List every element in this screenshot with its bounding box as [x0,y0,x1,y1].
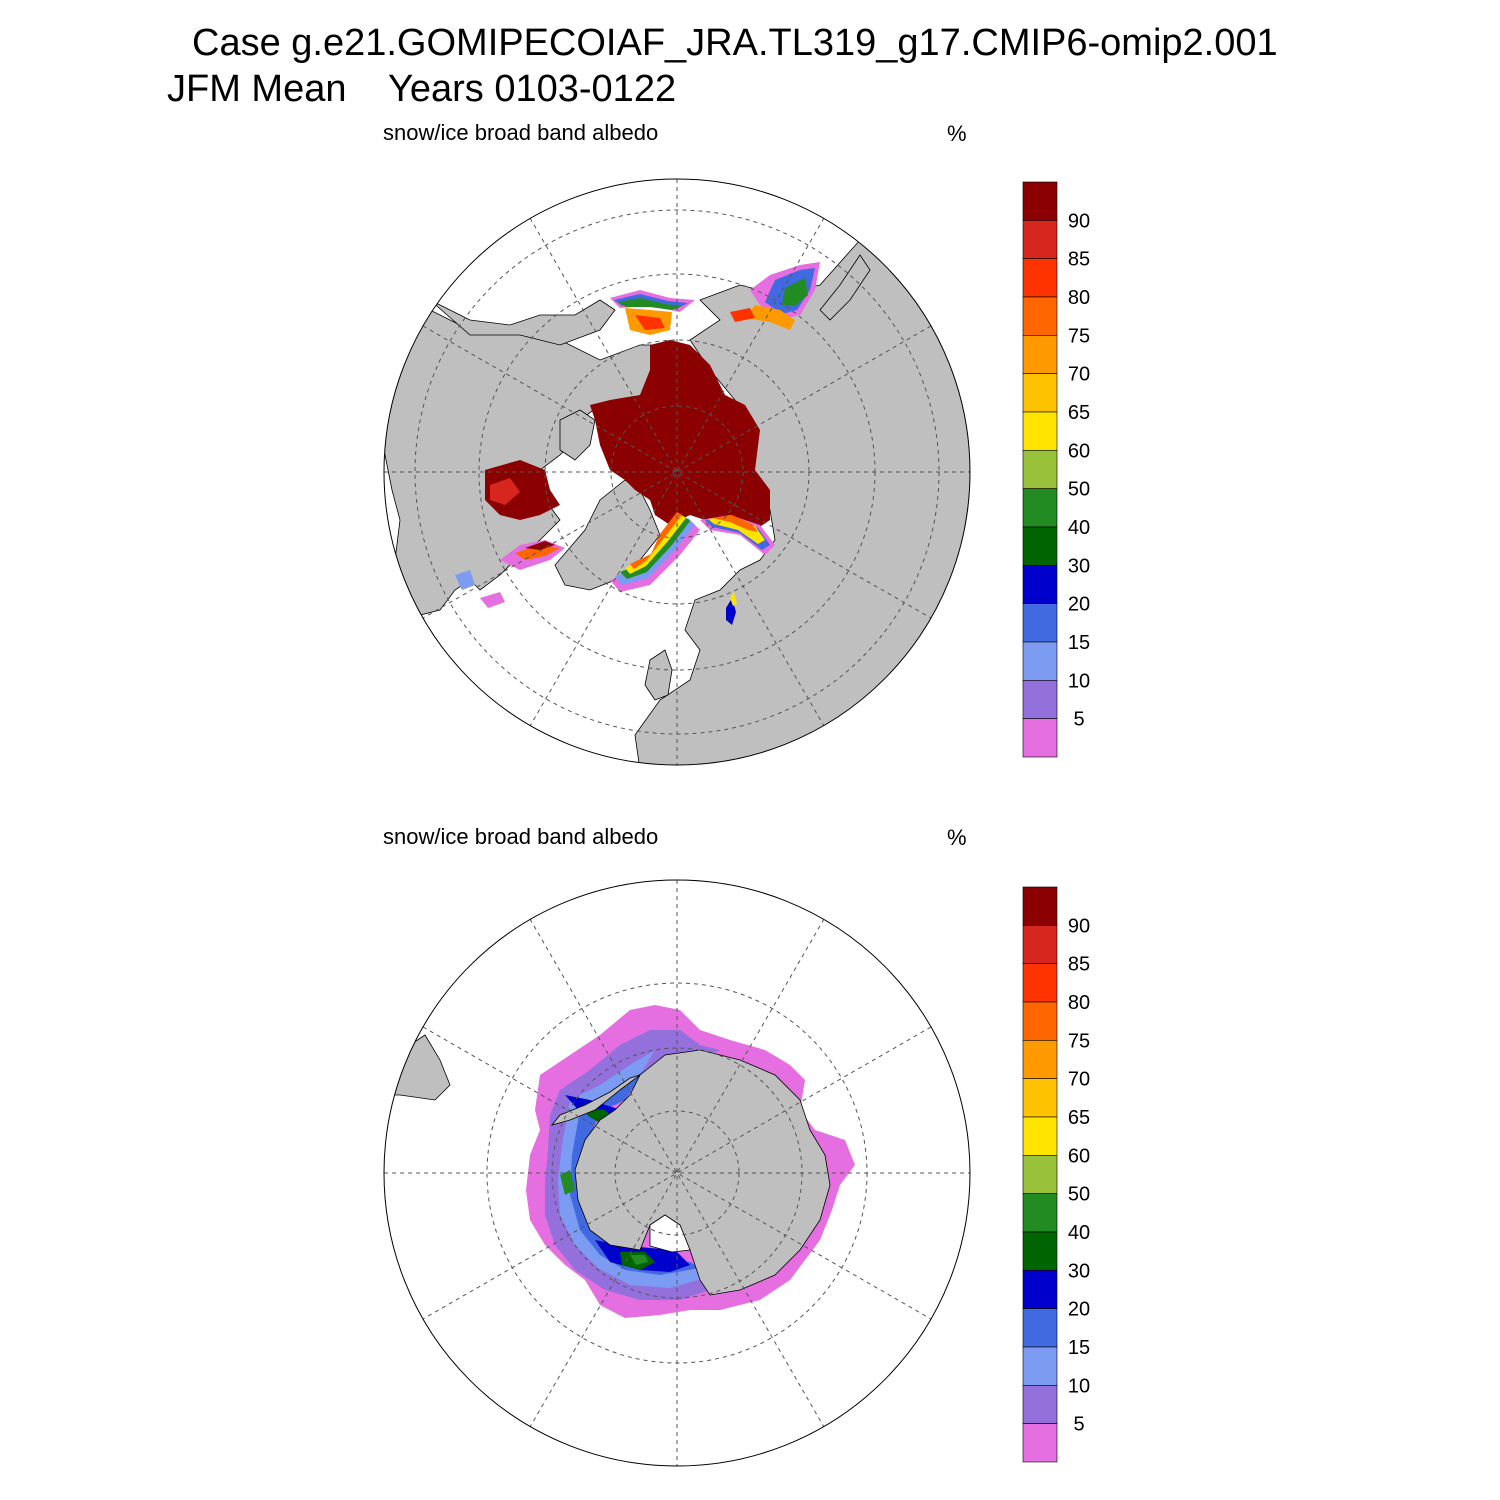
south-colorbar-tick-label: 90 [1068,915,1090,937]
north-colorbar-swatch [1022,603,1058,643]
north-colorbar-tick-label: 40 [1068,517,1090,539]
north-colorbar-swatch [1022,526,1058,566]
south-colorbar-swatch [1022,1231,1058,1271]
north-colorbar-swatch [1022,680,1058,719]
north-colorbar-tick-label: 85 [1068,249,1090,271]
south-colorbar-swatch [1022,963,1058,1003]
south-graticule [384,880,970,1466]
ross-ice-shelf [649,1214,691,1253]
north-colorbar-swatch [1022,296,1058,336]
greenland-sea-ice-edge-bands [610,512,700,592]
north-map-border [383,178,971,766]
ross-sea-ice-lightgreen [630,1255,648,1265]
bellingshausen-ice-green [560,1170,575,1195]
south-polar-map [383,879,971,1467]
north-colorbar-swatch [1022,181,1058,221]
south-colorbar-swatch [1022,1308,1058,1348]
north-colorbar-tick-label: 15 [1068,632,1090,654]
north-colorbar-tick-label: 5 [1073,709,1084,731]
south-colorbar-tick-label: 65 [1068,1107,1090,1129]
hudson-bay-ice-edge [490,478,520,505]
st-lawrence-ice [455,570,475,590]
north-colorbar-swatch [1022,488,1058,528]
south-colorbar-tick-label: 20 [1068,1299,1090,1321]
arctic-sea-ice-core [590,340,770,530]
south-colorbar-swatch [1022,1423,1058,1463]
south-map-border [383,879,971,1467]
south-colorbar-swatch [1022,1385,1058,1424]
south-colorbar-tick-label: 70 [1068,1069,1090,1091]
south-colorbar: 90 85 80 75 70 65 60 50 40 30 20 15 10 5 [1022,886,1090,1463]
south-colorbar-tick-label: 85 [1068,954,1090,976]
north-colorbar-tick-label: 60 [1068,440,1090,462]
north-colorbar-tick-label: 20 [1068,594,1090,616]
barents-sea-ice-edge-bands [700,515,775,555]
north-colorbar-tick-label: 80 [1068,287,1090,309]
kamchatka-landmass [819,254,871,321]
south-colorbar-swatch [1022,925,1058,964]
alaska-landmass [429,299,616,346]
north-panel-variable-label: snow/ice broad band albedo [383,120,659,145]
north-colorbar-swatch [1022,450,1058,489]
north-colorbar-tick-label: 70 [1068,364,1090,386]
antarctic-peninsula [550,1074,641,1126]
hudson-bay-ice [485,460,560,520]
south-colorbar-tick-label: 10 [1068,1375,1090,1397]
south-colorbar-swatch [1022,1040,1058,1079]
north-colorbar-tick-label: 10 [1068,670,1090,692]
north-colorbar-tick-label: 50 [1068,479,1090,501]
north-colorbar-swatch [1022,411,1058,451]
north-colorbar-tick-label: 75 [1068,325,1090,347]
south-panel-units-label: % [947,825,967,850]
north-polar-map [383,178,971,766]
north-colorbar-tick-label: 90 [1068,210,1090,232]
south-colorbar-swatch [1022,1001,1058,1041]
north-colorbar-swatch [1022,220,1058,259]
north-colorbar-swatch [1022,718,1058,758]
south-colorbar-tick-label: 40 [1068,1222,1090,1244]
south-panel-variable-label: snow/ice broad band albedo [383,824,659,849]
north-colorbar: 90 85 80 75 70 65 60 50 40 30 20 15 10 5 [1022,181,1090,758]
antarctica-landmass [574,1049,831,1296]
south-colorbar-tick-label: 80 [1068,992,1090,1014]
baltic-sea-ice-edge [730,592,737,606]
figure-title-period: JFM Mean Years 0103-0122 [167,68,677,110]
south-colorbar-swatch [1022,1116,1058,1156]
south-colorbar-swatch [1022,1346,1058,1386]
south-colorbar-tick-label: 75 [1068,1030,1090,1052]
north-colorbar-tick-label: 65 [1068,402,1090,424]
south-colorbar-swatch [1022,1193,1058,1233]
north-colorbar-swatch [1022,373,1058,413]
south-colorbar-swatch [1022,886,1058,926]
north-colorbar-swatch [1022,258,1058,298]
south-colorbar-swatch [1022,1155,1058,1194]
south-colorbar-tick-label: 30 [1068,1260,1090,1282]
okhotsk-sea-ice-bands [730,262,820,330]
bering-sea-ice-edge-bands [610,290,695,335]
north-colorbar-swatch [1022,565,1058,604]
figure-title-case: Case g.e21.GOMIPECOIAF_JRA.TL319_g17.CMI… [192,22,1278,64]
north-panel-units-label: % [947,121,967,146]
north-colorbar-tick-label: 30 [1068,555,1090,577]
south-colorbar-tick-label: 15 [1068,1337,1090,1359]
st-lawrence-ice-edge [480,592,505,608]
south-colorbar-tick-label: 60 [1068,1145,1090,1167]
north-graticule [384,179,970,765]
north-colorbar-swatch [1022,641,1058,681]
south-colorbar-tick-label: 50 [1068,1184,1090,1206]
british-isles-landmass [644,649,673,701]
north-colorbar-swatch [1022,335,1058,374]
south-colorbar-swatch [1022,1270,1058,1309]
south-colorbar-tick-label: 5 [1073,1414,1084,1436]
south-colorbar-swatch [1022,1078,1058,1118]
